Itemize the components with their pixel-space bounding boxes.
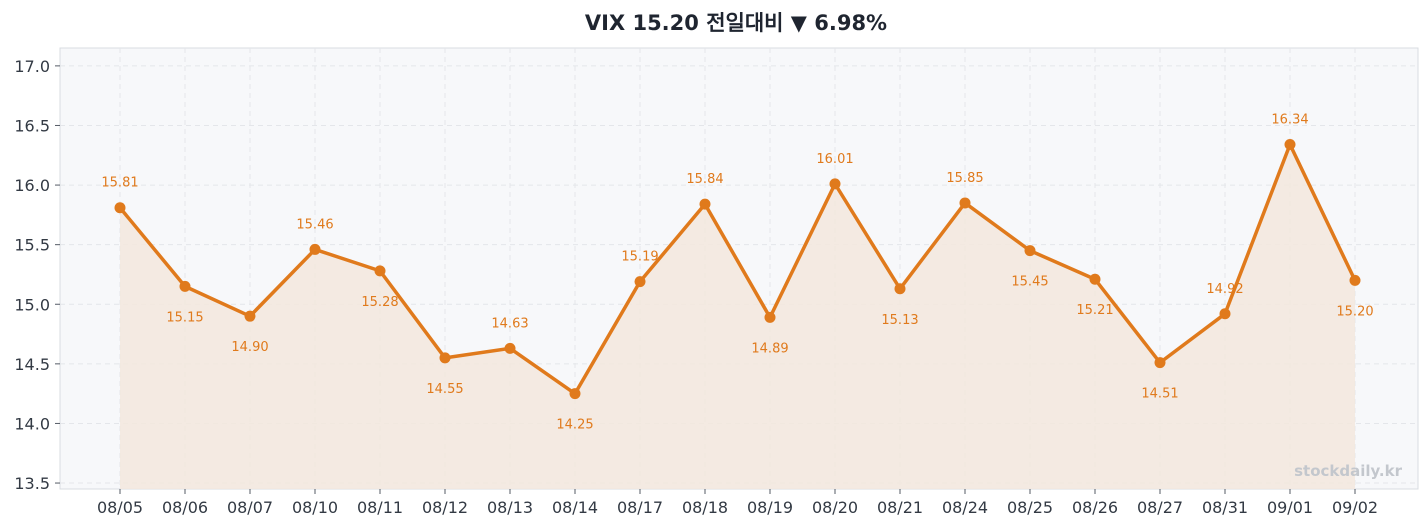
data-point [439, 352, 451, 364]
watermark: stockdaily.kr [1294, 462, 1402, 480]
data-point [1024, 245, 1036, 257]
data-point [634, 276, 646, 288]
data-label: 14.63 [491, 316, 528, 331]
data-point [114, 202, 126, 214]
data-label: 16.34 [1271, 113, 1308, 128]
data-label: 15.21 [1076, 303, 1113, 318]
data-label: 15.45 [1011, 275, 1048, 290]
x-tick-label: 08/21 [877, 498, 923, 517]
data-label: 14.90 [231, 340, 268, 355]
x-tick-label: 08/17 [617, 498, 663, 517]
series-line [118, 142, 1357, 396]
x-tick-label: 08/07 [227, 498, 273, 517]
y-axis-ticks: 13.5 14.0 14.5 15.0 15.5 16.0 16.5 17.0 [14, 57, 60, 493]
chart-title: VIX 15.20 전일대비 ▼ 6.98% [585, 11, 887, 35]
data-label: 15.85 [946, 171, 983, 186]
data-label: 15.84 [686, 172, 723, 187]
data-label: 15.28 [361, 295, 398, 310]
x-tick-label: 08/05 [97, 498, 143, 517]
x-tick-label: 09/02 [1332, 498, 1378, 517]
data-point [309, 243, 321, 255]
x-axis-ticks: 08/05 08/06 08/07 08/10 08/11 08/12 08/13 08/14… [97, 489, 1378, 517]
data-point [569, 388, 581, 400]
x-tick-label: 08/14 [552, 498, 598, 517]
data-label: 14.55 [426, 382, 463, 397]
data-point [894, 283, 906, 295]
data-point [1219, 308, 1231, 320]
x-tick-label: 08/13 [487, 498, 533, 517]
data-label: 15.46 [296, 217, 333, 232]
x-tick-label: 08/31 [1202, 498, 1248, 517]
data-point [179, 280, 191, 292]
data-point [374, 265, 386, 277]
x-tick-label: 08/20 [812, 498, 858, 517]
data-point [829, 178, 841, 190]
x-tick-label: 08/27 [1137, 498, 1183, 517]
y-tick-label: 15.0 [14, 295, 50, 314]
data-labels-layer: 15.81 15.15 14.90 15.46 15.28 14.55 14.63 14.25… [101, 113, 1373, 433]
y-tick-label: 17.0 [14, 57, 50, 76]
y-tick-label: 14.0 [14, 414, 50, 433]
y-tick-label: 16.5 [14, 116, 50, 135]
data-point [1349, 274, 1361, 286]
data-point [504, 342, 516, 354]
data-points-layer [114, 139, 1361, 400]
data-point [764, 311, 776, 323]
x-tick-label: 08/10 [292, 498, 338, 517]
data-label: 15.81 [101, 176, 138, 191]
data-label: 14.51 [1141, 387, 1178, 402]
x-tick-label: 08/19 [747, 498, 793, 517]
x-tick-label: 08/18 [682, 498, 728, 517]
y-tick-label: 15.5 [14, 236, 50, 255]
data-label: 15.13 [881, 313, 918, 328]
data-point [1284, 139, 1296, 151]
series-area [120, 144, 1355, 489]
x-tick-label: 09/01 [1267, 498, 1313, 517]
area-fill-layer [120, 144, 1355, 489]
data-point [1089, 273, 1101, 285]
x-tick-label: 08/24 [942, 498, 988, 517]
y-tick-label: 13.5 [14, 474, 50, 493]
data-label: 14.89 [751, 341, 788, 356]
data-point [1154, 357, 1166, 369]
x-tick-label: 08/06 [162, 498, 208, 517]
y-tick-label: 14.5 [14, 355, 50, 374]
series-line-layer [118, 142, 1357, 396]
data-point [699, 198, 711, 210]
x-tick-label: 08/12 [422, 498, 468, 517]
data-label: 15.20 [1336, 304, 1373, 319]
data-point [959, 197, 971, 209]
data-label: 14.92 [1206, 282, 1243, 297]
data-label: 15.15 [166, 310, 203, 325]
data-label: 16.01 [816, 152, 853, 167]
x-tick-label: 08/25 [1007, 498, 1053, 517]
y-tick-label: 16.0 [14, 176, 50, 195]
data-point [244, 310, 256, 322]
data-label: 15.19 [621, 250, 658, 265]
x-tick-label: 08/26 [1072, 498, 1118, 517]
data-label: 14.25 [556, 418, 593, 433]
x-tick-label: 08/11 [357, 498, 403, 517]
